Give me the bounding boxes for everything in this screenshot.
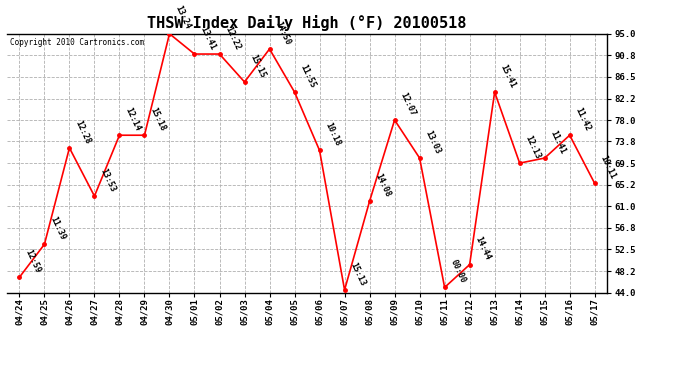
Text: 10:18: 10:18 [324, 121, 342, 148]
Text: 13:24: 13:24 [174, 4, 193, 31]
Text: 14:44: 14:44 [474, 236, 493, 262]
Text: 11:39: 11:39 [48, 215, 68, 242]
Text: Copyright 2010 Cartronics.com: Copyright 2010 Cartronics.com [10, 38, 144, 46]
Text: 10:11: 10:11 [599, 154, 618, 181]
Text: 00:00: 00:00 [448, 258, 468, 285]
Text: 11:41: 11:41 [549, 129, 568, 155]
Text: 13:03: 13:03 [424, 129, 442, 155]
Text: 11:55: 11:55 [299, 63, 317, 89]
Text: 14:08: 14:08 [374, 172, 393, 198]
Text: 12:07: 12:07 [399, 91, 417, 117]
Text: 12:59: 12:59 [23, 248, 42, 274]
Text: 15:18: 15:18 [148, 106, 168, 132]
Text: 15:41: 15:41 [499, 63, 518, 89]
Text: 12:28: 12:28 [74, 118, 92, 145]
Text: 13:41: 13:41 [199, 25, 217, 51]
Text: 15:13: 15:13 [348, 261, 368, 287]
Title: THSW Index Daily High (°F) 20100518: THSW Index Daily High (°F) 20100518 [148, 15, 466, 31]
Text: 14:50: 14:50 [274, 20, 293, 46]
Text: 12:14: 12:14 [124, 106, 142, 132]
Text: 11:42: 11:42 [574, 106, 593, 132]
Text: 12:22: 12:22 [224, 25, 242, 51]
Text: 13:53: 13:53 [99, 167, 117, 194]
Text: 15:15: 15:15 [248, 53, 268, 79]
Text: 12:13: 12:13 [524, 134, 542, 160]
